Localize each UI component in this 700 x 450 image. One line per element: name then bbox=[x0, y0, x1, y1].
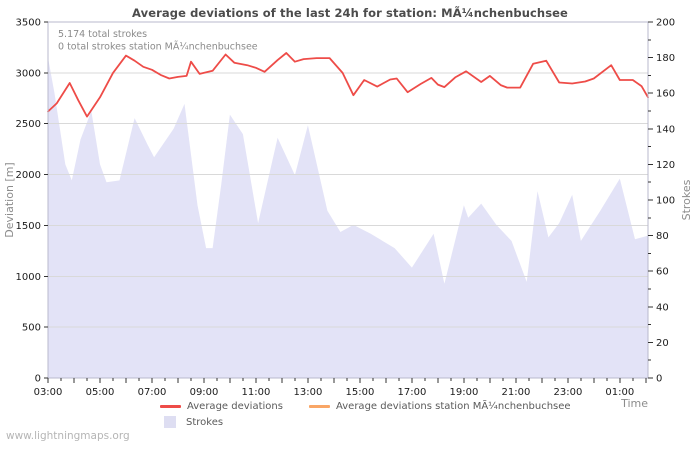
svg-text:17:00: 17:00 bbox=[397, 387, 426, 398]
svg-text:1000: 1000 bbox=[16, 272, 41, 283]
svg-text:100: 100 bbox=[656, 196, 675, 207]
svg-text:180: 180 bbox=[656, 53, 675, 64]
svg-text:200: 200 bbox=[656, 18, 675, 29]
svg-text:07:00: 07:00 bbox=[138, 387, 167, 398]
svg-text:0: 0 bbox=[35, 374, 41, 385]
svg-text:60: 60 bbox=[656, 267, 669, 278]
svg-text:15:00: 15:00 bbox=[345, 387, 374, 398]
svg-text:3000: 3000 bbox=[16, 68, 41, 79]
station-deviations-label: Average deviations station MÃ¼nchenbuchs… bbox=[336, 400, 571, 412]
average-deviations-swatch bbox=[160, 404, 181, 408]
deviation-line bbox=[47, 52, 649, 118]
svg-text:80: 80 bbox=[656, 231, 669, 242]
annotation: 5.174 total strokes bbox=[58, 29, 147, 40]
svg-text:19:00: 19:00 bbox=[449, 387, 478, 398]
legend: Average deviations Average deviations st… bbox=[160, 399, 571, 431]
svg-text:40: 40 bbox=[656, 302, 669, 313]
svg-text:0: 0 bbox=[656, 374, 662, 385]
x-axis-title: Time bbox=[620, 397, 648, 410]
svg-text:1500: 1500 bbox=[16, 221, 41, 232]
svg-text:03:00: 03:00 bbox=[34, 387, 63, 398]
svg-text:120: 120 bbox=[656, 160, 675, 171]
legend-row-strokes: Strokes bbox=[160, 415, 571, 429]
legend-row-lines: Average deviations Average deviations st… bbox=[160, 399, 571, 413]
svg-text:140: 140 bbox=[656, 124, 675, 135]
svg-text:13:00: 13:00 bbox=[293, 387, 322, 398]
svg-text:23:00: 23:00 bbox=[553, 387, 582, 398]
svg-text:21:00: 21:00 bbox=[501, 387, 530, 398]
svg-text:05:00: 05:00 bbox=[86, 387, 115, 398]
watermark: www.lightningmaps.org bbox=[6, 430, 130, 442]
annotation: 0 total strokes station MÃ¼nchenbuchsee bbox=[58, 42, 258, 53]
svg-text:500: 500 bbox=[22, 323, 41, 334]
svg-text:09:00: 09:00 bbox=[190, 387, 219, 398]
station-deviations-swatch bbox=[309, 404, 330, 408]
svg-text:20: 20 bbox=[656, 338, 669, 349]
plot-area: 0 500 1000 1500 2000 2500 3000 3500 0 20 40 60 80 100… bbox=[3, 18, 693, 411]
strokes-area bbox=[48, 57, 648, 378]
svg-text:01:00: 01:00 bbox=[605, 387, 634, 398]
left-axis-title: Deviation [m] bbox=[3, 162, 16, 237]
average-deviations-label: Average deviations bbox=[187, 400, 283, 412]
strokes-swatch bbox=[164, 416, 176, 428]
strokes-label: Strokes bbox=[186, 416, 224, 428]
svg-text:160: 160 bbox=[656, 89, 675, 100]
svg-text:11:00: 11:00 bbox=[241, 387, 270, 398]
chart-title: Average deviations of the last 24h for s… bbox=[132, 6, 568, 20]
svg-text:2000: 2000 bbox=[16, 170, 41, 181]
right-axis-title: Strokes bbox=[680, 179, 693, 220]
svg-text:2500: 2500 bbox=[16, 119, 41, 130]
svg-text:3500: 3500 bbox=[16, 18, 41, 29]
